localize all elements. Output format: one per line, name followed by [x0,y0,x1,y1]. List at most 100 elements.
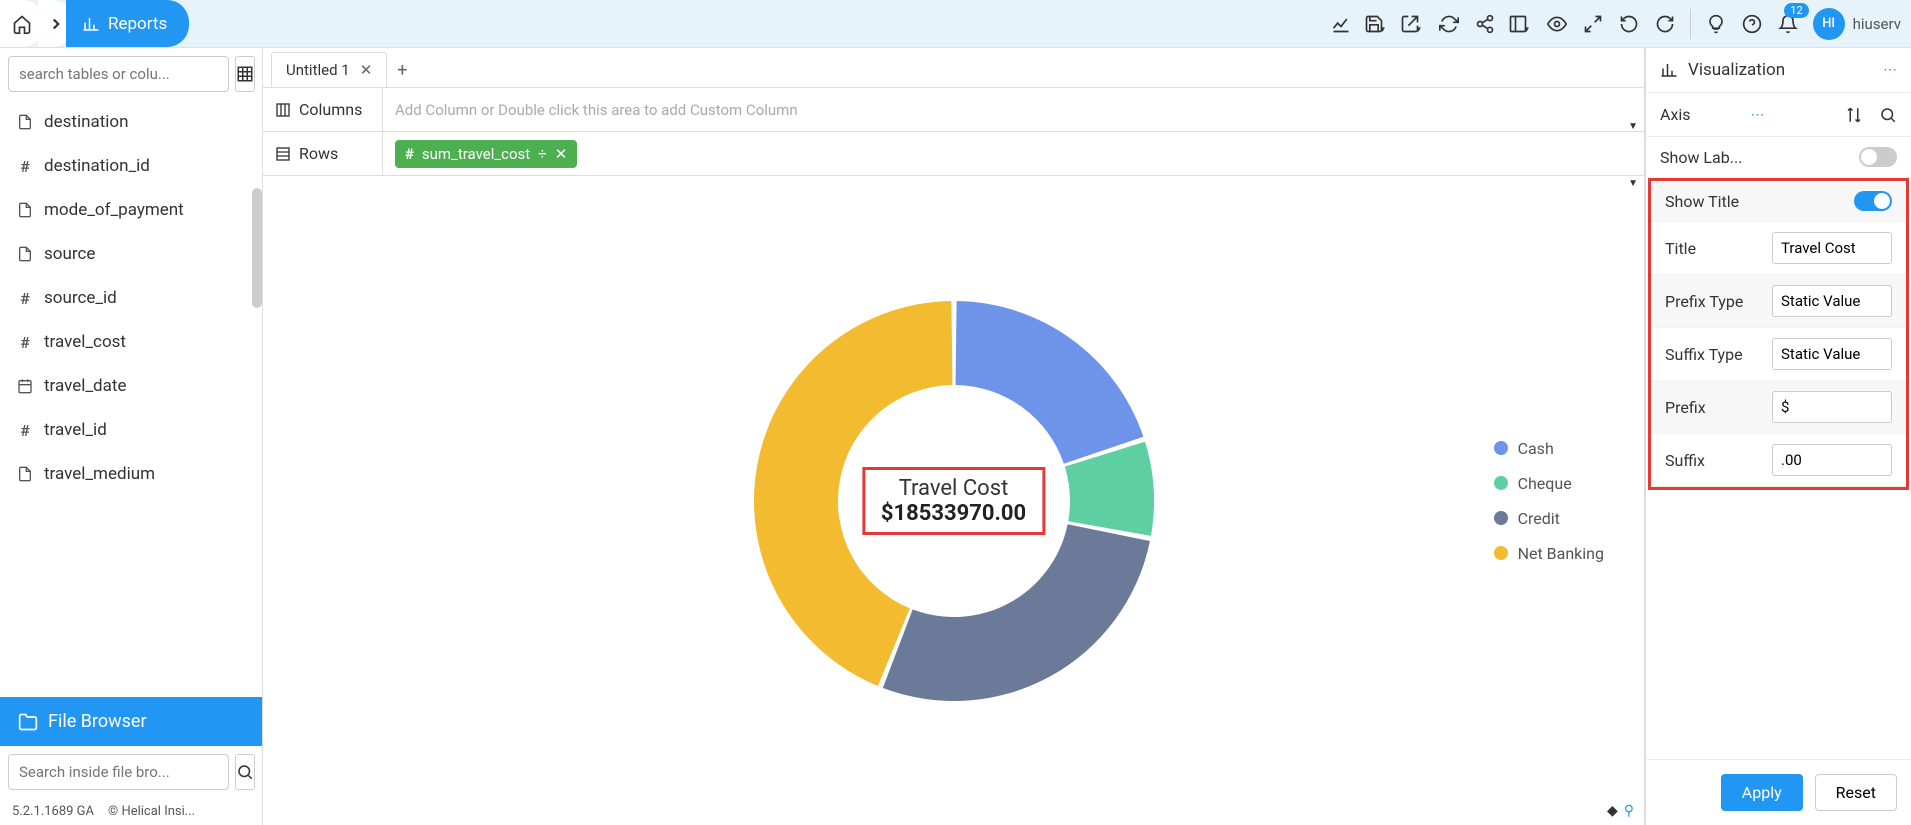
redo-button[interactable] [1648,7,1682,41]
more-icon[interactable]: ⋯ [1883,62,1897,78]
legend-item[interactable]: Net Banking [1494,544,1604,563]
toolbar-divider [1690,9,1691,39]
title-field-label: Title [1665,239,1696,258]
legend-item[interactable]: Cheque [1494,474,1604,493]
file-browser-label: File Browser [48,711,147,732]
line-chart-icon [1331,14,1351,34]
shelf-caret-icon: ▼ [1628,121,1638,132]
suffix-input[interactable] [1772,444,1892,476]
redo-icon [1655,14,1675,34]
report-tab[interactable]: Untitled 1 ✕ [271,52,387,87]
file-icon [16,202,34,218]
search-icon[interactable] [1879,106,1897,124]
help-button[interactable] [1735,7,1769,41]
chart-center-title: Travel Cost [881,476,1026,501]
pill-remove-button[interactable]: ✕ [555,145,568,163]
file-browser-button[interactable]: File Browser [0,697,262,746]
undo-button[interactable] [1612,7,1646,41]
file-icon [16,466,34,482]
prefix-type-select[interactable] [1772,285,1892,317]
sort-icon[interactable] [1845,106,1863,124]
column-label: travel_medium [44,464,155,484]
close-icon[interactable]: ✕ [360,61,373,79]
table-grid-button[interactable] [235,56,255,92]
share-button[interactable] [1468,7,1502,41]
columns-icon [275,102,291,118]
refresh-button[interactable] [1432,7,1466,41]
column-item[interactable]: #travel_cost [0,320,262,364]
hint-button[interactable] [1699,7,1733,41]
file-search-input[interactable] [8,754,229,790]
columns-drop-zone[interactable]: Add Column or Double click this area to … [383,88,1644,131]
columns-placeholder: Add Column or Double click this area to … [395,101,798,119]
rows-icon [275,146,291,162]
axis-more-icon[interactable]: ⋯ [1751,107,1765,123]
user-avatar[interactable]: HI [1813,8,1845,40]
grid-icon [236,65,254,83]
add-tab-button[interactable]: + [387,54,417,87]
column-item[interactable]: travel_date [0,364,262,408]
visualization-panel: Visualization ⋯ Axis ⋯ Show Lab... Show … [1645,48,1911,825]
chevron-right-icon [47,15,65,33]
suffix-label: Suffix [1665,451,1705,470]
prefix-type-row: Prefix Type [1651,275,1906,328]
prefix-input[interactable] [1772,391,1892,423]
pill-divider-icon: ÷ [538,145,547,163]
reports-tab[interactable]: Reports [66,0,189,47]
sidebar-scrollbar[interactable] [252,188,262,308]
pin-icon[interactable]: ⚲ [1624,803,1634,819]
legend-item[interactable]: Credit [1494,509,1604,528]
chart-type-button[interactable] [1324,7,1358,41]
calendar-icon [16,378,34,394]
columns-shelf: Columns Add Column or Double click this … [263,88,1644,132]
apply-button[interactable]: Apply [1721,774,1803,811]
file-search-button[interactable] [235,754,255,790]
save-button[interactable]: ▾ [1360,7,1394,41]
reset-button[interactable]: Reset [1815,774,1897,811]
viz-panel-header: Visualization ⋯ [1646,48,1911,93]
legend-label: Cheque [1518,474,1572,493]
hash-icon: # [16,289,34,308]
column-label: destination [44,112,129,132]
column-item[interactable]: #destination_id [0,144,262,188]
username-label[interactable]: hiuserv [1853,15,1901,33]
title-input[interactable] [1772,232,1892,264]
preview-button[interactable] [1540,7,1574,41]
legend-item[interactable]: Cash [1494,439,1604,458]
show-labels-toggle[interactable] [1859,147,1897,167]
toolbar: ▾ ▾ ▾ 12 HI hiuserv [1324,0,1911,47]
fullscreen-button[interactable] [1576,7,1610,41]
copyright-label: © Helical Insi... [108,804,195,819]
chart-legend: Cash Cheque Credit Net Banking [1494,439,1604,563]
column-item[interactable]: travel_medium [0,452,262,496]
sidebar-search-row [0,48,262,100]
column-search-input[interactable] [8,56,229,92]
report-tabbar: Untitled 1 ✕ + [263,48,1644,88]
prefix-row: Prefix [1651,381,1906,434]
comment-icon[interactable]: ◆ [1607,803,1618,819]
column-item[interactable]: #source_id [0,276,262,320]
notifications-button[interactable]: 12 [1771,7,1805,41]
highlighted-section: Show Title Title Prefix Type Suffix Type… [1648,178,1909,490]
legend-swatch [1494,441,1508,455]
donut-slice[interactable] [955,301,1143,464]
donut-slice[interactable] [882,524,1149,701]
show-title-row: Show Title [1651,181,1906,222]
bar-chart-icon [82,15,100,33]
column-item[interactable]: source [0,232,262,276]
column-label: destination_id [44,156,150,176]
column-item[interactable]: mode_of_payment [0,188,262,232]
legend-label: Cash [1518,439,1554,458]
rows-drop-zone[interactable]: # sum_travel_cost ÷ ✕ ▼ [383,132,1644,175]
export-button[interactable]: ▾ [1396,7,1430,41]
donut-container: Travel Cost $18533970.00 [744,291,1164,711]
reports-label: Reports [108,14,167,34]
column-item[interactable]: destination [0,100,262,144]
axis-row[interactable]: Axis ⋯ [1646,93,1911,137]
column-label: travel_cost [44,332,126,352]
layout-button[interactable]: ▾ [1504,7,1538,41]
show-title-toggle[interactable] [1854,191,1892,211]
row-pill[interactable]: # sum_travel_cost ÷ ✕ [395,140,577,168]
suffix-type-select[interactable] [1772,338,1892,370]
column-item[interactable]: #travel_id [0,408,262,452]
